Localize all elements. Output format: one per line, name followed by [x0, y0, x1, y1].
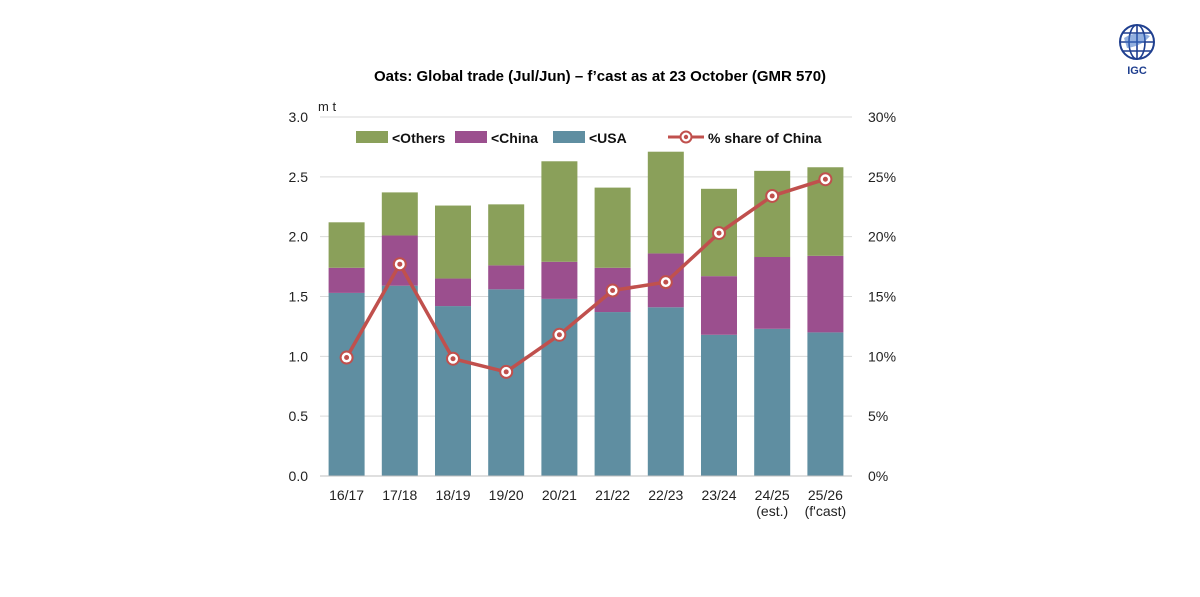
bar-usa: [701, 334, 737, 476]
bar-others: [381, 192, 418, 236]
y2-tick-label: 15%: [868, 289, 896, 305]
bar-usa: [594, 312, 631, 476]
bar-china: [754, 257, 791, 329]
bar-usa: [381, 285, 418, 476]
legend-label-others: <Others: [392, 130, 446, 146]
y2-tick-label: 5%: [868, 408, 888, 424]
share-point-dot: [344, 355, 350, 361]
x-tick-label: 25/26: [808, 487, 843, 503]
y-tick-label: 1.0: [289, 348, 309, 364]
axes: 0.0 0.5 1.0 1.5 2.0 2.5 3.0 0% 5% 10% 15% 20% 25% 30%…: [289, 109, 897, 519]
share-point-dot: [610, 288, 616, 294]
share-line: [339, 172, 833, 379]
bar-others: [488, 204, 525, 266]
x-tick-label: 21/22: [595, 487, 630, 503]
globe-icon: [1119, 24, 1155, 60]
bar-china: [541, 261, 578, 299]
x-tick-label: 18/19: [435, 487, 470, 503]
bar-others: [594, 187, 631, 268]
bar-others: [647, 151, 684, 254]
share-point-dot: [450, 356, 456, 362]
bar-usa: [488, 289, 525, 476]
x-tick-label: 19/20: [489, 487, 524, 503]
bar-others: [328, 222, 365, 268]
legend-swatch-others: [356, 131, 388, 143]
bar-usa: [328, 292, 365, 476]
y2-tick-label: 0%: [868, 468, 888, 484]
y-tick-label: 0.0: [289, 468, 309, 484]
y2-tick-label: 10%: [868, 348, 896, 364]
share-line-path: [345, 177, 826, 374]
bar-usa: [647, 307, 684, 476]
share-point-dot: [716, 230, 722, 236]
x-tick-label: 22/23: [648, 487, 683, 503]
y-tick-label: 3.0: [289, 109, 309, 125]
x-tick-label: 20/21: [542, 487, 577, 503]
x-tick-label: 16/17: [329, 487, 364, 503]
y2-tick-label: 20%: [868, 229, 896, 245]
bar-usa: [435, 306, 471, 476]
bar-china: [807, 255, 844, 333]
bar-usa: [754, 328, 791, 476]
legend-swatch-china: [455, 131, 487, 143]
x-tick-label: 23/24: [701, 487, 736, 503]
share-point-dot: [663, 279, 669, 285]
y2-tick-label: 25%: [868, 169, 896, 185]
y-tick-label: 2.0: [289, 229, 309, 245]
bar-china: [488, 265, 525, 290]
legend: <Others <China <USA % share of China: [356, 130, 822, 146]
y-tick-label: 2.5: [289, 169, 309, 185]
bar-china: [435, 278, 471, 307]
share-point-dot: [397, 261, 403, 267]
legend-label-usa: <USA: [589, 130, 627, 146]
share-point-dot: [822, 176, 828, 182]
bars: [328, 151, 844, 476]
y-tick-label: 1.5: [289, 289, 309, 305]
legend-label-share: % share of China: [708, 130, 822, 146]
share-point-dot: [556, 332, 562, 338]
legend-label-china: <China: [491, 130, 538, 146]
share-point-dot: [769, 193, 775, 199]
bar-china: [328, 267, 365, 293]
igc-logo: IGC: [1119, 24, 1155, 77]
bar-usa: [807, 332, 844, 476]
legend-swatch-usa: [553, 131, 585, 143]
x-tick-label: (est.): [756, 503, 788, 519]
x-tick-label: 24/25: [755, 487, 790, 503]
y-tick-label: 0.5: [289, 408, 309, 424]
bar-others: [754, 170, 791, 258]
y-axis-unit-label: m t: [318, 99, 336, 114]
bar-others: [435, 205, 471, 279]
logo-text: IGC: [1127, 65, 1147, 77]
legend-swatch-share-dot: [683, 134, 689, 140]
chart-title: Oats: Global trade (Jul/Jun) – f’cast as…: [374, 68, 826, 85]
bar-china: [701, 276, 737, 335]
y2-tick-label: 30%: [868, 109, 896, 125]
share-point-dot: [503, 369, 509, 375]
bar-others: [541, 161, 578, 262]
x-tick-label: (f'cast): [805, 503, 847, 519]
x-tick-label: 17/18: [382, 487, 417, 503]
